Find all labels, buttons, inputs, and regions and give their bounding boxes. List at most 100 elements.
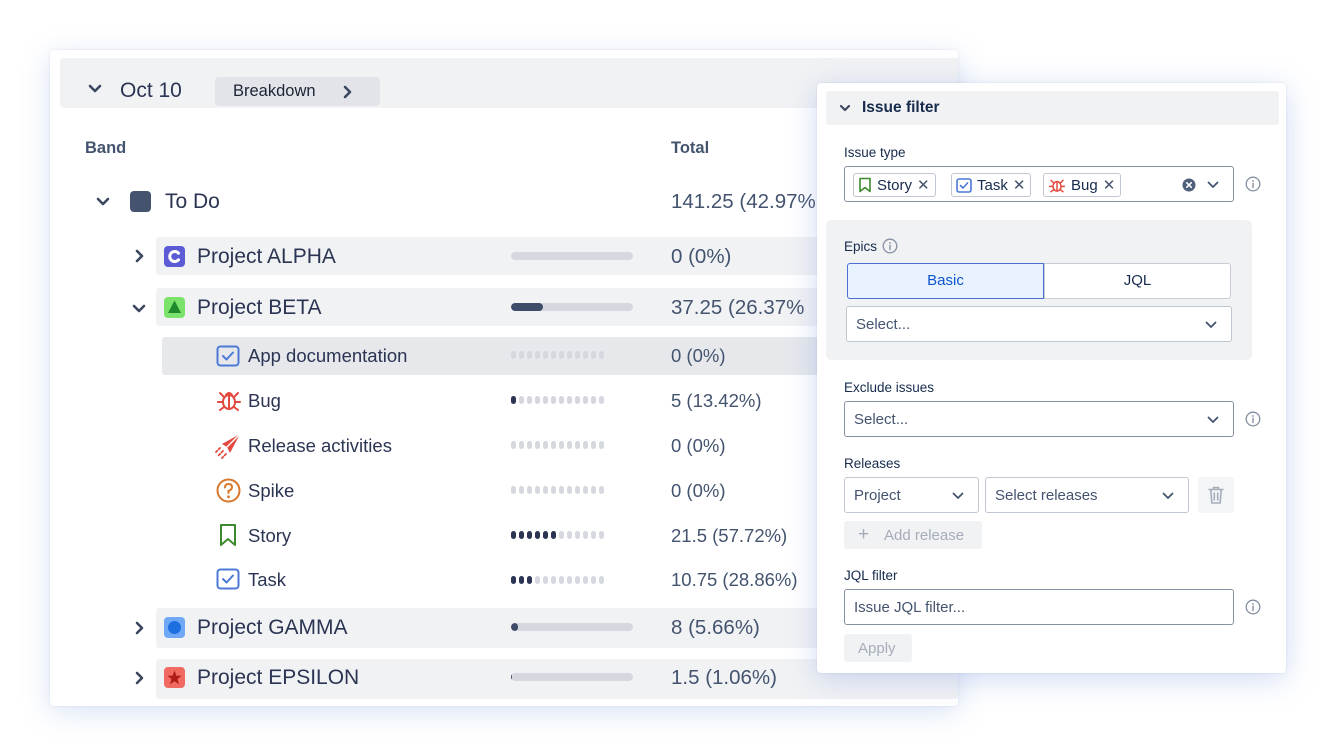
project-total: 1.5 (1.06%) [671,666,777,689]
project-name: Project BETA [197,296,322,319]
progress-dot [543,396,548,404]
project-name: Project GAMMA [197,616,348,639]
info-icon[interactable] [1245,411,1261,427]
progress-dots [511,396,604,404]
progress-dot [511,441,516,449]
chevron-right-icon[interactable] [135,621,145,635]
progress-dot [511,396,516,404]
remove-tag-icon[interactable]: ✕ [1102,177,1116,194]
bookmark-icon [220,524,236,546]
apply-label: Apply [858,640,896,657]
issue-type-name: Spike [248,480,295,501]
progress-dot [543,441,548,449]
progress-dot [551,486,556,494]
date-title: Oct 10 [120,79,182,102]
releases-project-select[interactable]: Project [844,477,979,513]
progress-dot [527,396,532,404]
breakdown-button-label: Breakdown [233,82,316,100]
chevron-down-icon[interactable] [1162,492,1174,500]
issue-filter-header[interactable]: Issue filter [826,91,1279,125]
progress-dot [551,441,556,449]
issue-type-name: App documentation [248,345,408,366]
issue-type-label: Issue type [844,145,906,160]
progress-dot [543,486,548,494]
progress-dot [567,396,572,404]
releases-label: Releases [844,456,901,471]
progress-dot [567,531,572,539]
exclude-issues-label: Exclude issues [844,380,935,395]
issue-type-total: 21.5 (57.72%) [671,525,788,546]
chevron-down-icon[interactable] [839,104,851,113]
progress-dot [583,441,588,449]
exclude-issues-select[interactable]: Select... [844,401,1234,437]
issue-type-total: 0 (0%) [671,345,726,366]
progress-dot [519,531,524,539]
issue-type-select[interactable]: Story ✕ Task ✕ Bug ✕ [844,166,1234,202]
epics-basic-tab[interactable]: Basic [847,263,1044,299]
issue-type-name: Bug [248,390,281,411]
progress-dot [559,576,564,584]
progress-dot [527,576,532,584]
bug-icon [217,392,241,411]
progress-dot [567,441,572,449]
issue-type-name: Task [248,569,287,590]
triangle-icon [164,297,185,318]
column-header-band: Band [85,139,127,157]
progress-dot [551,351,556,359]
delete-release-button[interactable] [1198,477,1234,513]
progress-dot [591,396,596,404]
progress-bar [511,673,633,681]
info-icon[interactable] [882,238,898,254]
add-release-button[interactable]: + Add release [844,521,982,549]
progress-dot [519,351,524,359]
chevron-right-icon[interactable] [135,249,145,263]
progress-dot [591,486,596,494]
info-icon[interactable] [1245,599,1261,615]
progress-dot [575,441,580,449]
group-total: 141.25 (42.97% [671,190,816,213]
progress-dot [535,351,540,359]
jql-filter-label: JQL filter [844,568,898,583]
progress-dot [583,396,588,404]
chevron-down-icon[interactable] [132,304,146,314]
progress-dots [511,441,604,449]
epics-jql-tab[interactable]: JQL [1044,263,1231,299]
chevron-down-icon[interactable] [952,492,964,500]
progress-dot [599,531,604,539]
chevron-down-icon[interactable] [88,84,102,94]
exclude-issues-placeholder: Select... [854,411,909,428]
chevron-down-icon[interactable] [1207,416,1219,424]
progress-dot [559,351,564,359]
epics-select[interactable]: Select... [846,306,1232,342]
releases-select-placeholder: Select releases [995,487,1098,504]
issue-type-total: 0 (0%) [671,480,726,501]
progress-dot [527,531,532,539]
circle-icon [164,617,185,638]
bookmark-icon [859,177,871,193]
issue-filter-title: Issue filter [862,99,940,116]
question-icon [216,478,241,503]
epics-select-placeholder: Select... [856,316,911,333]
progress-dots [511,531,604,539]
remove-tag-icon[interactable]: ✕ [1012,177,1026,194]
apply-button[interactable]: Apply [844,634,912,662]
progress-dot [599,441,604,449]
progress-fill [511,673,513,681]
jql-filter-placeholder: Issue JQL filter... [854,599,966,616]
tag-label: Task [977,176,1008,194]
c-logo-icon [164,246,185,267]
chevron-down-icon[interactable] [96,197,110,207]
progress-dot [591,576,596,584]
progress-dot [535,576,540,584]
clear-icon[interactable] [1182,178,1196,192]
chevron-down-icon[interactable] [1205,321,1217,329]
releases-select[interactable]: Select releases [985,477,1189,513]
info-icon[interactable] [1245,176,1261,192]
progress-dot [591,441,596,449]
chevron-right-icon[interactable] [135,671,145,685]
breakdown-button[interactable]: Breakdown [215,77,380,106]
remove-tag-icon[interactable]: ✕ [917,177,930,194]
jql-filter-input[interactable]: Issue JQL filter... [844,589,1234,625]
progress-dot [583,576,588,584]
chevron-down-icon[interactable] [1207,181,1219,189]
